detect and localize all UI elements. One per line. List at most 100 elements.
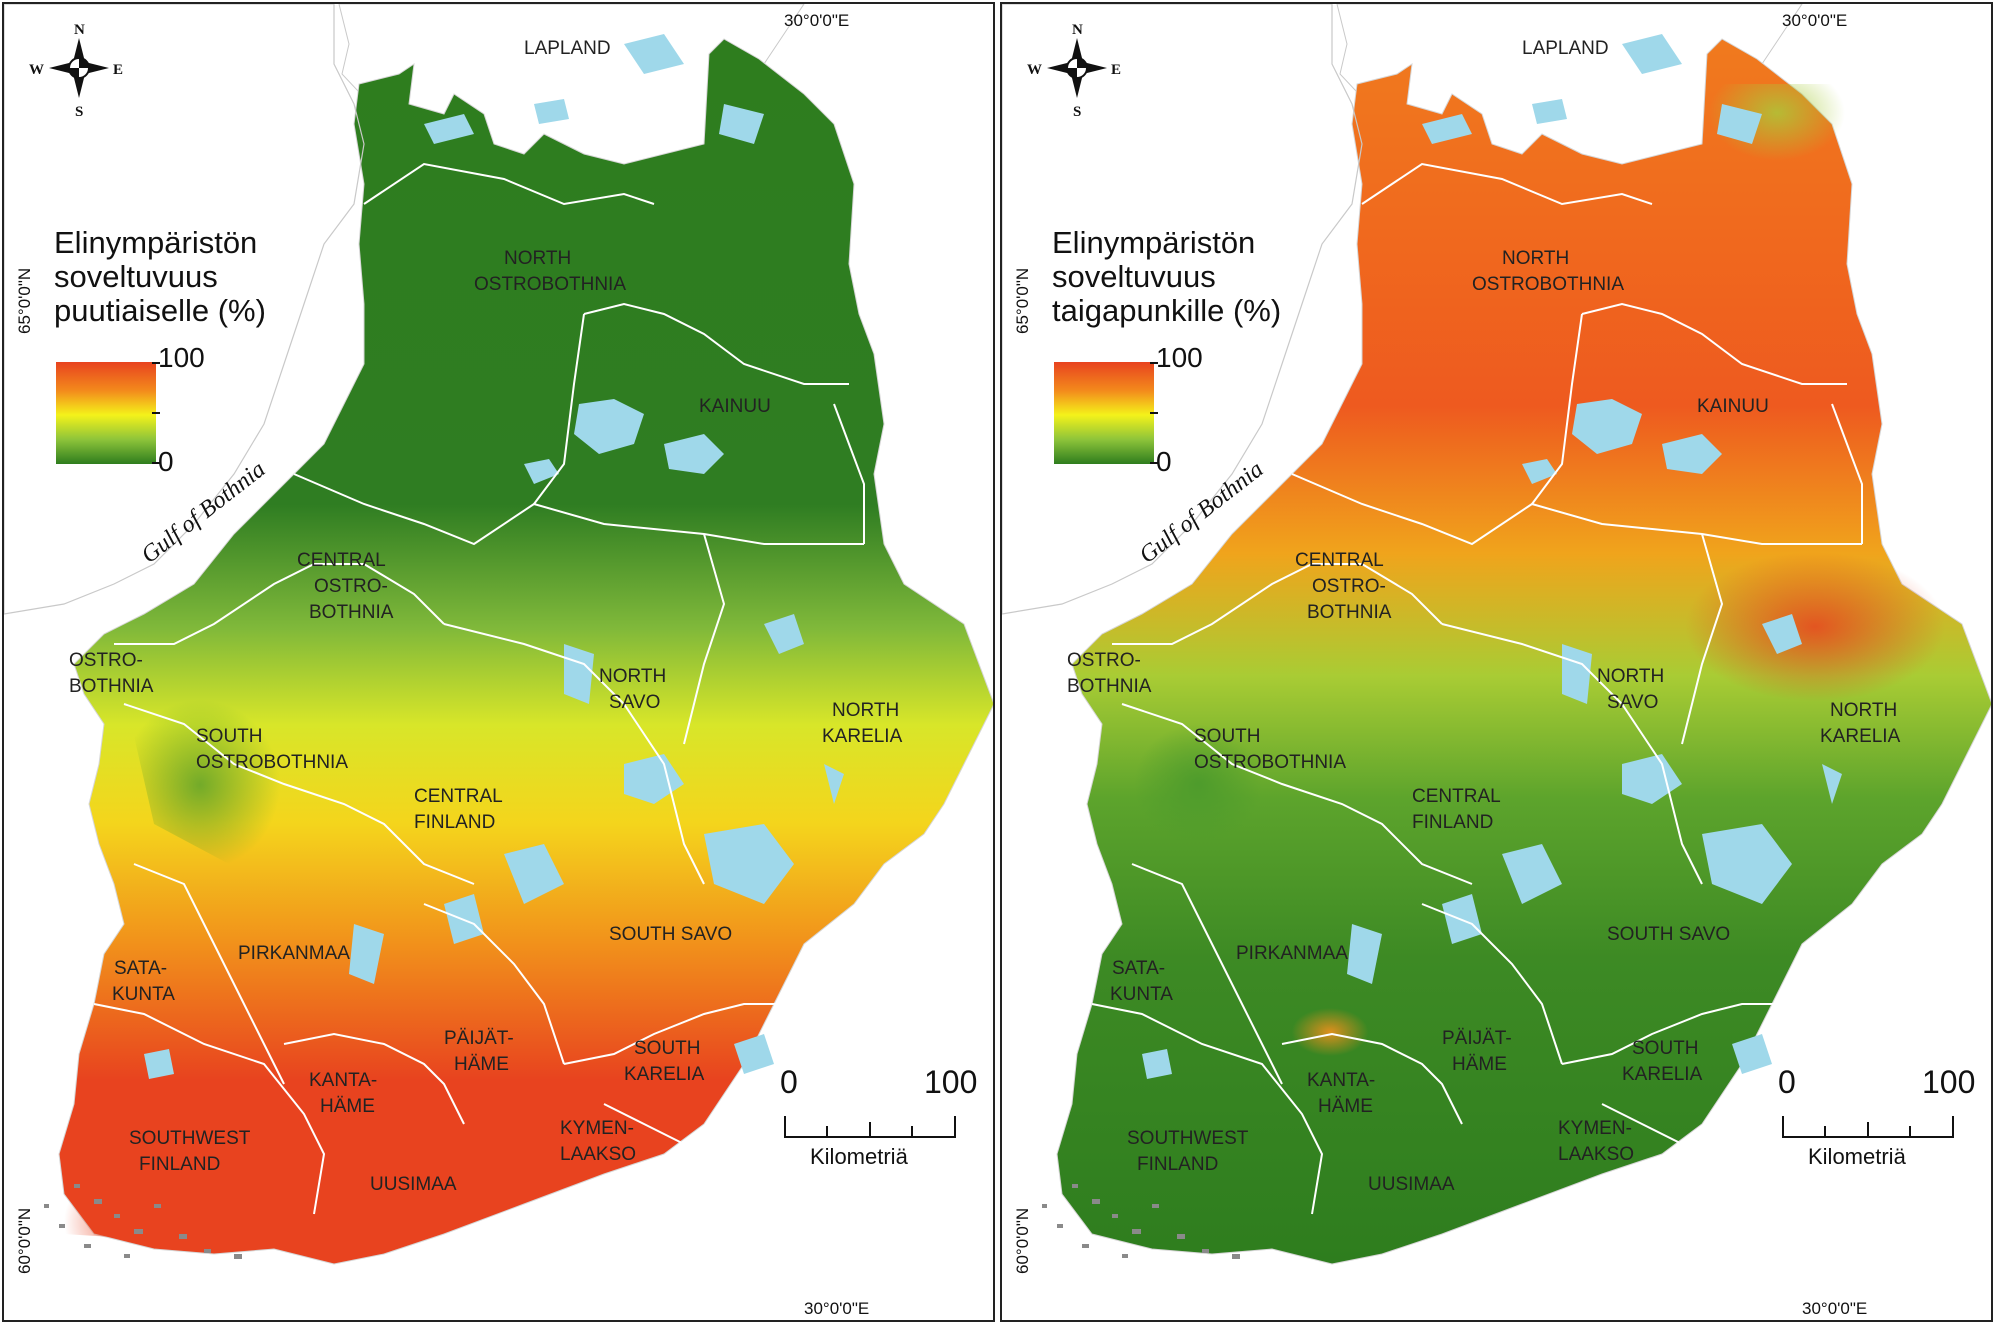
region-kanta-hame: KANTA-: [309, 1070, 377, 1091]
finland-variation-yellow: [1522, 84, 1862, 324]
compass-rose-icon: N S E W: [29, 22, 123, 120]
scale-bar: [784, 1116, 956, 1138]
region-paijat-hame-2: HÄME: [1452, 1054, 1507, 1075]
region-north-karelia: NORTH: [832, 700, 899, 721]
region-north-savo: NORTH: [1597, 666, 1664, 687]
compass-w: W: [1027, 62, 1042, 78]
region-south-karelia: SOUTH: [634, 1038, 701, 1059]
legend-title: Elinympäristön soveltuvuus puutiaiselle …: [54, 225, 266, 328]
region-kainuu: KAINUU: [1697, 396, 1769, 417]
legend-tick-mid: [1150, 412, 1158, 414]
region-southwest-finland: SOUTHWEST: [1127, 1128, 1249, 1149]
region-kymenlaakso: KYMEN-: [1558, 1118, 1632, 1139]
region-satakunta-2: KUNTA: [112, 984, 175, 1005]
region-satakunta: SATA-: [1112, 958, 1165, 979]
region-kanta-hame: KANTA-: [1307, 1070, 1375, 1091]
region-south-ostrobothnia-2: OSTROBOTHNIA: [196, 752, 348, 773]
region-north-savo: NORTH: [599, 666, 666, 687]
region-kainuu: KAINUU: [699, 396, 771, 417]
region-south-savo: SOUTH SAVO: [609, 924, 732, 945]
region-kanta-hame-2: HÄME: [320, 1096, 375, 1117]
region-south-karelia: SOUTH: [1632, 1038, 1699, 1059]
region-south-karelia-2: KARELIA: [624, 1064, 705, 1085]
region-ostrobothnia-2: BOTHNIA: [1067, 676, 1152, 697]
region-central-finland-2: FINLAND: [414, 812, 495, 833]
scale-zero-label: 0: [1778, 1064, 1796, 1100]
compass-w: W: [29, 62, 44, 78]
lapland-lakes: [1422, 34, 1762, 144]
region-central-ostrobothnia-2: OSTRO-: [1312, 576, 1386, 597]
region-central-ostrobothnia-3: BOTHNIA: [309, 602, 394, 623]
legend-tick-min: [1150, 462, 1158, 464]
meridian-label-bottom: 30°0'0"E: [1802, 1299, 1867, 1318]
meridian-label-top: 30°0'0"E: [784, 11, 849, 30]
latitude-60-label: 60°0'0"N: [1013, 1208, 1032, 1274]
region-pirkanmaa: PIRKANMAA: [1236, 943, 1348, 964]
compass-rose-icon: N S E W: [1027, 22, 1121, 120]
finland-variation-red: [1402, 484, 1991, 824]
region-uusimaa: UUSIMAA: [370, 1174, 457, 1195]
archipelago: [44, 1184, 242, 1259]
region-central-ostrobothnia-2: OSTRO-: [314, 576, 388, 597]
region-central-ostrobothnia: CENTRAL: [1295, 550, 1384, 571]
region-central-ostrobothnia: CENTRAL: [297, 550, 386, 571]
region-kanta-hame-2: HÄME: [1318, 1096, 1373, 1117]
region-north-savo-2: SAVO: [1607, 692, 1658, 713]
finland-variation-green: [104, 564, 424, 904]
legend-color-bar: [56, 362, 156, 464]
latitude-65-label: 65°0'0"N: [15, 268, 34, 334]
legend-max-label: 100: [1156, 342, 1203, 373]
region-southwest-finland-2: FINLAND: [139, 1154, 220, 1175]
region-kymenlaakso-2: LAAKSO: [560, 1144, 636, 1165]
region-north-karelia-2: KARELIA: [822, 726, 903, 747]
region-south-ostrobothnia: SOUTH: [196, 726, 263, 747]
scale-unit-label: Kilometriä: [810, 1144, 908, 1169]
legend-title: Elinympäristön soveltuvuus taigapunkille…: [1052, 225, 1282, 328]
compass-n: N: [1072, 22, 1083, 38]
lapland-lakes: [424, 34, 764, 144]
map-panel-right: LAPLAND NORTH OSTROBOTHNIA KAINUU CENTRA…: [1000, 2, 1993, 1322]
region-south-ostrobothnia-2: OSTROBOTHNIA: [1194, 752, 1346, 773]
compass-s: S: [1073, 104, 1081, 120]
suitability-map-right: LAPLAND NORTH OSTROBOTHNIA KAINUU CENTRA…: [1002, 4, 1991, 1318]
region-paijat-hame: PÄIJÄT-: [444, 1028, 514, 1049]
region-southwest-finland: SOUTHWEST: [129, 1128, 251, 1149]
scale-max-label: 100: [1922, 1064, 1976, 1100]
finland-variation-green: [1102, 604, 1422, 904]
region-central-finland-2: FINLAND: [1412, 812, 1493, 833]
region-lapland: LAPLAND: [524, 38, 611, 59]
lakes: [1142, 399, 1842, 1079]
region-pirkanmaa: PIRKANMAA: [238, 943, 350, 964]
legend-tick-max: [152, 362, 160, 364]
region-southwest-finland-2: FINLAND: [1137, 1154, 1218, 1175]
region-central-finland: CENTRAL: [1412, 786, 1501, 807]
scale-bar: [1782, 1116, 1954, 1138]
latitude-60-label: 60°0'0"N: [15, 1208, 34, 1274]
region-ostrobothnia: OSTRO-: [1067, 650, 1141, 671]
region-paijat-hame: PÄIJÄT-: [1442, 1028, 1512, 1049]
region-lapland: LAPLAND: [1522, 38, 1609, 59]
region-satakunta-2: KUNTA: [1110, 984, 1173, 1005]
compass-e: E: [1111, 62, 1121, 78]
scale-unit-label: Kilometriä: [1808, 1144, 1906, 1169]
region-north-ostrobothnia: NORTH: [504, 248, 571, 269]
legend-color-bar: [1054, 362, 1154, 464]
latitude-65-label: 65°0'0"N: [1013, 268, 1032, 334]
finland-variation-orange: [1202, 884, 1522, 1084]
region-borders: [1091, 162, 1863, 1215]
region-north-karelia: NORTH: [1830, 700, 1897, 721]
sweden-coast: [4, 4, 365, 615]
region-uusimaa: UUSIMAA: [1368, 1174, 1455, 1195]
legend-tick-min: [152, 462, 160, 464]
legend-min-label: 0: [158, 446, 174, 477]
finland-variation-red: [64, 984, 384, 1254]
region-kymenlaakso: KYMEN-: [560, 1118, 634, 1139]
region-north-ostrobothnia-2: OSTROBOTHNIA: [474, 274, 626, 295]
region-north-karelia-2: KARELIA: [1820, 726, 1901, 747]
legend-min-label: 0: [1156, 446, 1172, 477]
region-central-ostrobothnia-3: BOTHNIA: [1307, 602, 1392, 623]
region-ostrobothnia: OSTRO-: [69, 650, 143, 671]
suitability-map-left: LAPLAND NORTH OSTROBOTHNIA KAINUU CENTRA…: [4, 4, 993, 1318]
sweden-coast: [1002, 4, 1363, 615]
region-paijat-hame-2: HÄME: [454, 1054, 509, 1075]
